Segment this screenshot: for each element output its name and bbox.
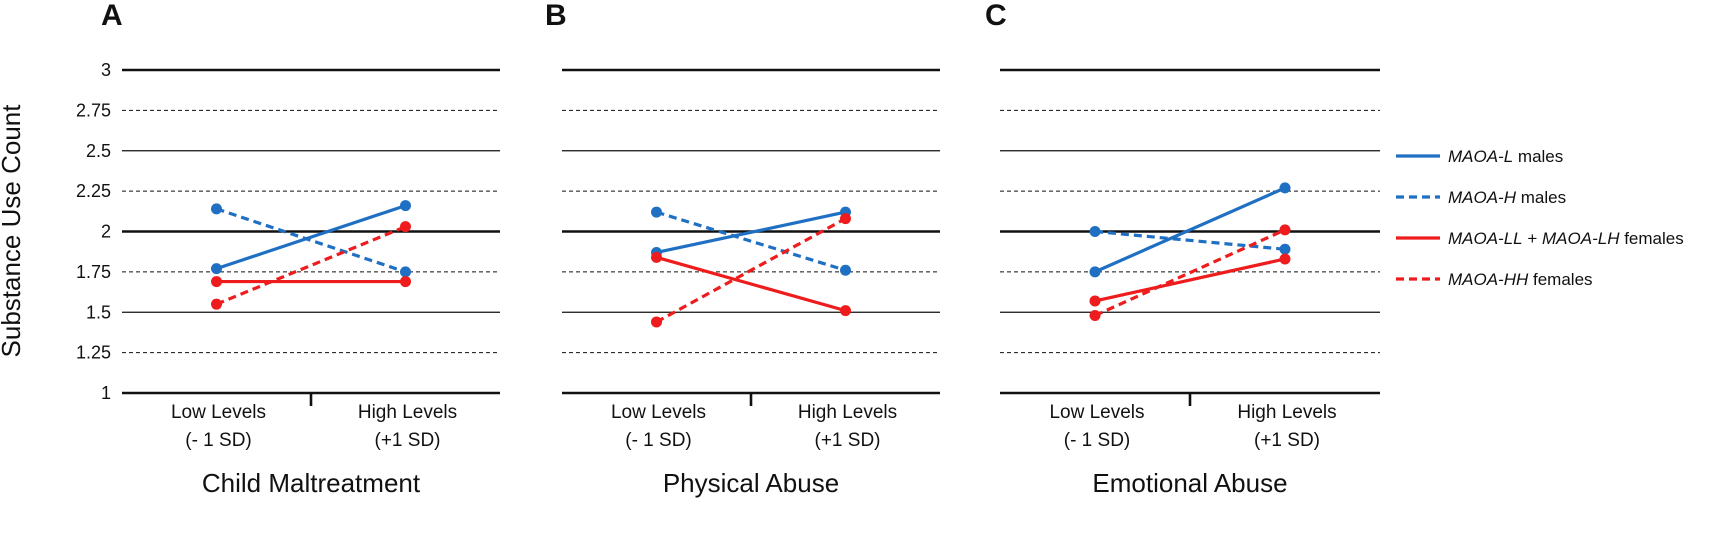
series-line-maoa-hh-females (215, 225, 407, 306)
y-tick-label: 2.5 (86, 141, 111, 161)
y-tick-label: 1.75 (76, 262, 111, 282)
data-point-maoa-l-males (400, 200, 411, 212)
series-line-maoa-l-males (656, 210, 846, 255)
x-category-label: Low Levels (611, 402, 706, 423)
x-category-label: (- 1 SD) (625, 430, 692, 451)
x-category-label: (+1 SD) (1254, 430, 1320, 451)
panel-b: B Low Levels (- 1 SD) High Levels (+1 SD) Phy… (545, 0, 940, 498)
data-point-maoa-h-males (651, 206, 662, 218)
legend: MAOA-L males MAOA-H males MAOA-LL + MAOA-L… (1396, 147, 1684, 289)
series-line-maoa-ll-maoa-lh-females (656, 255, 846, 313)
x-category-label: (+1 SD) (815, 430, 881, 451)
y-tick-label: 2 (101, 222, 111, 242)
data-point-maoa-ll-maoa-lh-females (400, 276, 411, 288)
data-point-maoa-l-males (1279, 182, 1291, 194)
data-point-maoa-h-males (1089, 226, 1101, 237)
data-point-maoa-ll-maoa-lh-females (840, 305, 851, 317)
data-point-maoa-h-males (840, 264, 851, 276)
data-point-maoa-hh-females (1089, 309, 1101, 321)
data-point-maoa-hh-females (211, 298, 222, 310)
legend-item: MAOA-HH females (1396, 270, 1593, 289)
series-line-maoa-ll-maoa-lh-females (1094, 257, 1286, 303)
y-tick-label: 3 (101, 60, 111, 80)
data-point-maoa-l-males (211, 263, 222, 275)
legend-label: MAOA-L males (1448, 147, 1563, 166)
data-point-maoa-hh-females (840, 213, 851, 225)
y-axis-title: Substance Use Count (0, 104, 26, 358)
panels: A 1 1.25 1.5 1.75 2 2.25 2.5 2.75 3 Low Levels (- 1… (76, 0, 1380, 498)
x-category-label: High Levels (358, 402, 457, 423)
x-axis-title: Physical Abuse (663, 468, 839, 498)
legend-label: MAOA-H males (1448, 188, 1566, 207)
x-category-label: Low Levels (171, 402, 266, 423)
data-point-maoa-ll-maoa-lh-females (651, 251, 662, 263)
y-tick-label: 1.5 (86, 302, 111, 322)
data-point-maoa-hh-females (400, 221, 411, 233)
legend-label: MAOA-HH females (1448, 270, 1593, 289)
data-point-maoa-ll-maoa-lh-females (1089, 295, 1101, 307)
x-category-label: (+1 SD) (375, 430, 441, 451)
x-category-label: High Levels (798, 402, 897, 423)
series-line-maoa-h-males (1094, 229, 1286, 251)
legend-item: MAOA-L males (1396, 147, 1563, 166)
series-line-maoa-l-males (1094, 186, 1286, 274)
series-line-maoa-h-males (656, 210, 846, 272)
x-category-label: Low Levels (1049, 402, 1144, 423)
series-line-maoa-h-males (215, 207, 407, 274)
x-axis-title: Emotional Abuse (1092, 468, 1287, 498)
y-tick-label: 1 (101, 383, 111, 403)
y-tick-label: 2.25 (76, 181, 111, 201)
legend-item: MAOA-H males (1396, 188, 1566, 207)
data-point-maoa-hh-females (1279, 224, 1291, 236)
data-point-maoa-h-males (1279, 243, 1291, 255)
series-line-maoa-hh-females (1094, 228, 1286, 317)
x-axis-title: Child Maltreatment (202, 468, 421, 498)
series-line-maoa-hh-females (655, 217, 847, 324)
panel-c: C Low Levels (- 1 SD) High Levels (+1 SD) Emo… (985, 0, 1380, 498)
data-point-maoa-ll-maoa-lh-females (211, 276, 222, 288)
panel-letter: C (985, 0, 1007, 32)
y-tick-label: 1.25 (76, 343, 111, 363)
panel-a: A 1 1.25 1.5 1.75 2 2.25 2.5 2.75 3 Low Levels (- 1… (76, 0, 500, 498)
data-point-maoa-l-males (1089, 266, 1101, 278)
legend-label: MAOA-LL + MAOA-LH females (1448, 229, 1684, 248)
data-point-maoa-ll-maoa-lh-females (1279, 253, 1291, 265)
x-category-label: (- 1 SD) (1064, 430, 1131, 451)
x-category-label: (- 1 SD) (185, 430, 252, 451)
x-category-label: High Levels (1237, 402, 1336, 423)
legend-item: MAOA-LL + MAOA-LH females (1396, 229, 1684, 248)
data-point-maoa-h-males (211, 203, 222, 215)
y-tick-label: 2.75 (76, 100, 111, 120)
panel-letter: A (101, 0, 123, 32)
data-point-maoa-h-males (400, 266, 411, 278)
series-line-maoa-l-males (215, 204, 407, 271)
panel-letter: B (545, 0, 567, 32)
data-point-maoa-hh-females (651, 316, 662, 328)
